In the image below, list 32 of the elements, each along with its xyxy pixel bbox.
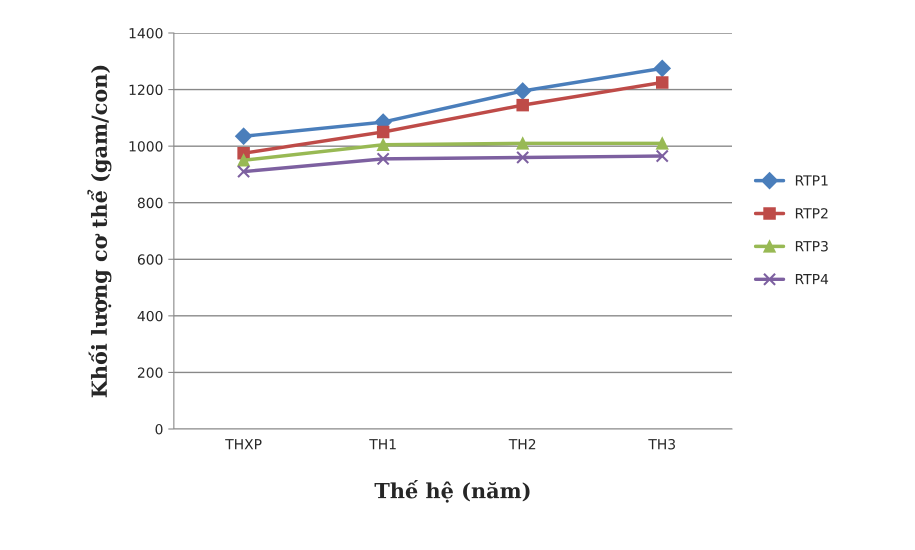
point — [656, 76, 668, 89]
x-tick-label: TH2 — [508, 438, 536, 450]
point — [654, 60, 671, 77]
y-tick-label: 0 — [156, 424, 163, 434]
y-tick-label: 600 — [138, 254, 163, 265]
y-tick-label: 1200 — [130, 84, 163, 96]
legend-label: RTP3 — [796, 240, 828, 252]
point — [376, 138, 390, 151]
y-tick-label: 800 — [138, 198, 163, 208]
point — [656, 149, 669, 163]
x-axis-title: Thế hệ (năm) — [374, 480, 530, 503]
point — [237, 154, 250, 167]
point — [235, 128, 252, 145]
y-tick-label: 1400 — [130, 28, 163, 38]
point — [516, 98, 529, 112]
y-tick-label: 200 — [138, 367, 163, 378]
y-tick-label: 1000 — [130, 141, 163, 152]
point — [516, 137, 529, 150]
x-tick-label: TH1 — [369, 439, 396, 450]
point — [376, 152, 390, 166]
x-tick-label: THXP — [225, 439, 262, 450]
legend-label: RTP1 — [796, 175, 828, 186]
point — [376, 126, 390, 138]
point — [514, 82, 532, 100]
point — [656, 137, 668, 150]
legend-label: RTP4 — [796, 274, 828, 284]
point — [516, 150, 530, 164]
x-tick-label: TH3 — [648, 438, 675, 450]
y-axis-title: Khối lượng cơ thể (gam/con) — [87, 66, 112, 398]
point — [237, 165, 250, 178]
legend-label: RTP2 — [796, 208, 828, 218]
y-tick-label: 400 — [138, 310, 163, 322]
